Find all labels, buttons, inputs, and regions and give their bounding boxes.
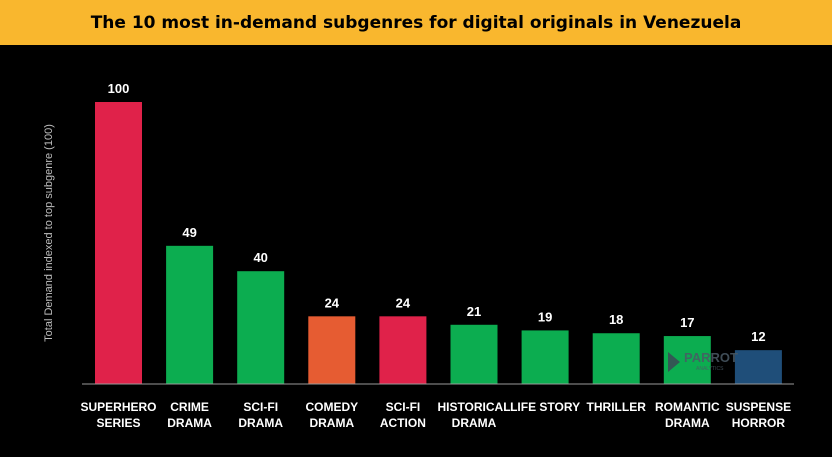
category-label-9: SUSPENSE HORROR <box>726 400 791 430</box>
bar-9 <box>734 350 782 384</box>
category-label-1: CRIME DRAMA <box>167 400 212 430</box>
watermark-sub: ANALYTICS <box>696 366 724 372</box>
parrot-logo-icon <box>668 352 680 372</box>
bar-1 <box>166 245 214 384</box>
category-label-4: SCI-FI ACTION <box>380 400 426 430</box>
category-label-3: COMEDY DRAMA <box>305 400 358 430</box>
value-label-6: 19 <box>538 309 552 324</box>
value-label-3: 24 <box>325 295 340 310</box>
value-label-7: 18 <box>609 312 623 327</box>
y-axis-label: Total Demand indexed to top subgenre (10… <box>43 124 55 342</box>
category-label-5: HISTORICAL DRAMA <box>437 400 510 430</box>
bar-6 <box>521 330 569 384</box>
value-label-2: 40 <box>253 250 267 265</box>
title-bar: The 10 most in-demand subgenres for digi… <box>0 0 832 45</box>
value-label-9: 12 <box>751 329 765 344</box>
category-label-0: SUPERHERO SERIES <box>80 400 156 430</box>
bar-4 <box>379 316 427 384</box>
value-label-4: 24 <box>396 295 411 310</box>
watermark: PARROT ANALYTICS <box>668 350 738 372</box>
bar-7 <box>592 333 640 384</box>
category-label-7: THRILLER <box>587 400 647 414</box>
category-label-6: LIFE STORY <box>510 400 580 414</box>
category-label-2: SCI-FI DRAMA <box>238 400 283 430</box>
bar-0 <box>95 102 142 384</box>
bar-5 <box>450 324 498 384</box>
value-label-0: 100 <box>108 81 130 96</box>
value-label-1: 49 <box>182 225 196 240</box>
bar-3 <box>308 316 356 384</box>
value-label-5: 21 <box>467 304 481 319</box>
value-label-8: 17 <box>680 315 694 330</box>
bars-group: 100 SUPERHERO SERIES 49 CRIME DRAMA 40 SCI-FI DR… <box>80 81 791 430</box>
bar-2 <box>237 271 285 384</box>
category-label-8: ROMANTIC DRAMA <box>655 400 720 430</box>
watermark-brand: PARROT <box>684 350 738 365</box>
chart-title: The 10 most in-demand subgenres for digi… <box>90 12 742 33</box>
